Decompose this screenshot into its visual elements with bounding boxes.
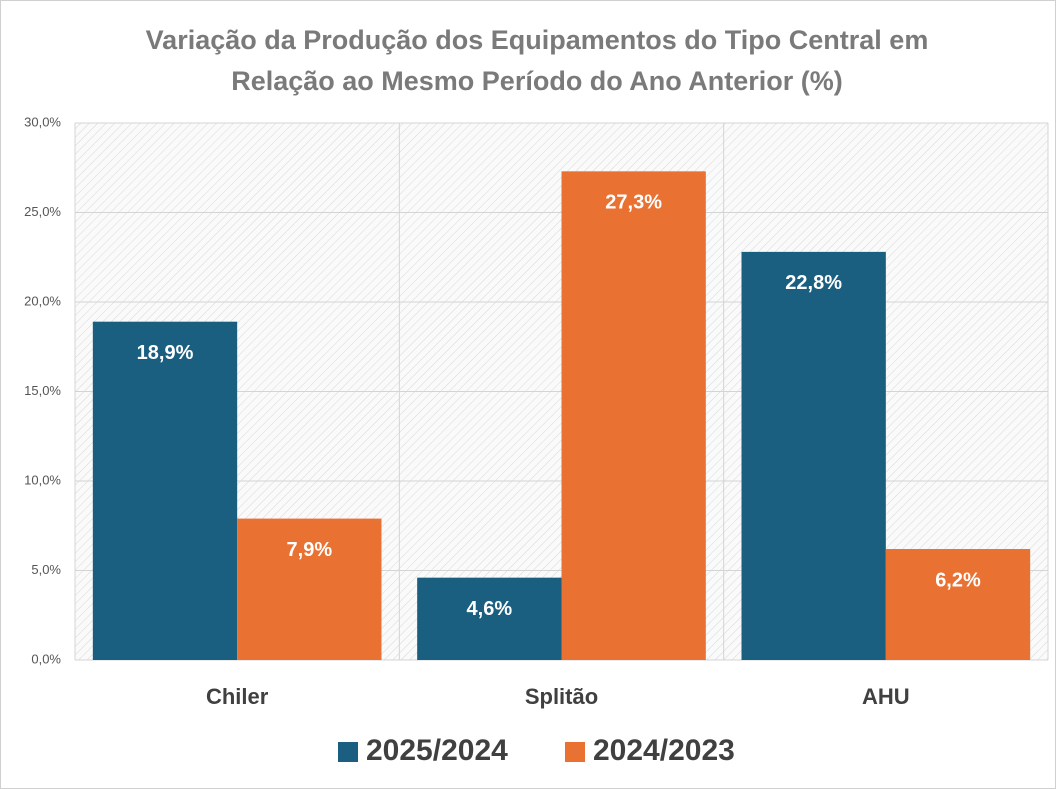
data-label: 6,2% [935, 569, 981, 591]
x-tick-label: AHU [862, 684, 910, 709]
x-tick-label: Splitão [525, 684, 598, 709]
y-tick-label: 5,0% [31, 562, 61, 577]
data-label: 27,3% [605, 192, 662, 214]
bar [92, 321, 238, 660]
bar [885, 549, 1031, 660]
legend-label: 2024/2023 [593, 734, 735, 767]
y-tick-label: 20,0% [24, 293, 61, 308]
legend-swatch [565, 742, 585, 762]
y-tick-label: 0,0% [31, 651, 61, 666]
y-tick-label: 30,0% [24, 114, 61, 129]
y-tick-label: 10,0% [24, 472, 61, 487]
bar [741, 251, 886, 660]
y-tick-label: 15,0% [24, 383, 61, 398]
legend-label: 2025/2024 [366, 734, 508, 767]
bar [417, 577, 562, 660]
data-label: 7,9% [287, 539, 333, 561]
chart-title: Relação ao Mesmo Período do Ano Anterior… [231, 66, 843, 96]
y-tick-label: 25,0% [24, 204, 61, 219]
x-tick-label: Chiler [206, 684, 269, 709]
chart-title: Variação da Produção dos Equipamentos do… [146, 25, 929, 55]
bar [237, 518, 382, 660]
bar [561, 171, 706, 660]
data-label: 22,8% [785, 272, 842, 294]
data-label: 18,9% [137, 342, 194, 364]
data-label: 4,6% [467, 598, 513, 620]
legend-swatch [338, 742, 358, 762]
